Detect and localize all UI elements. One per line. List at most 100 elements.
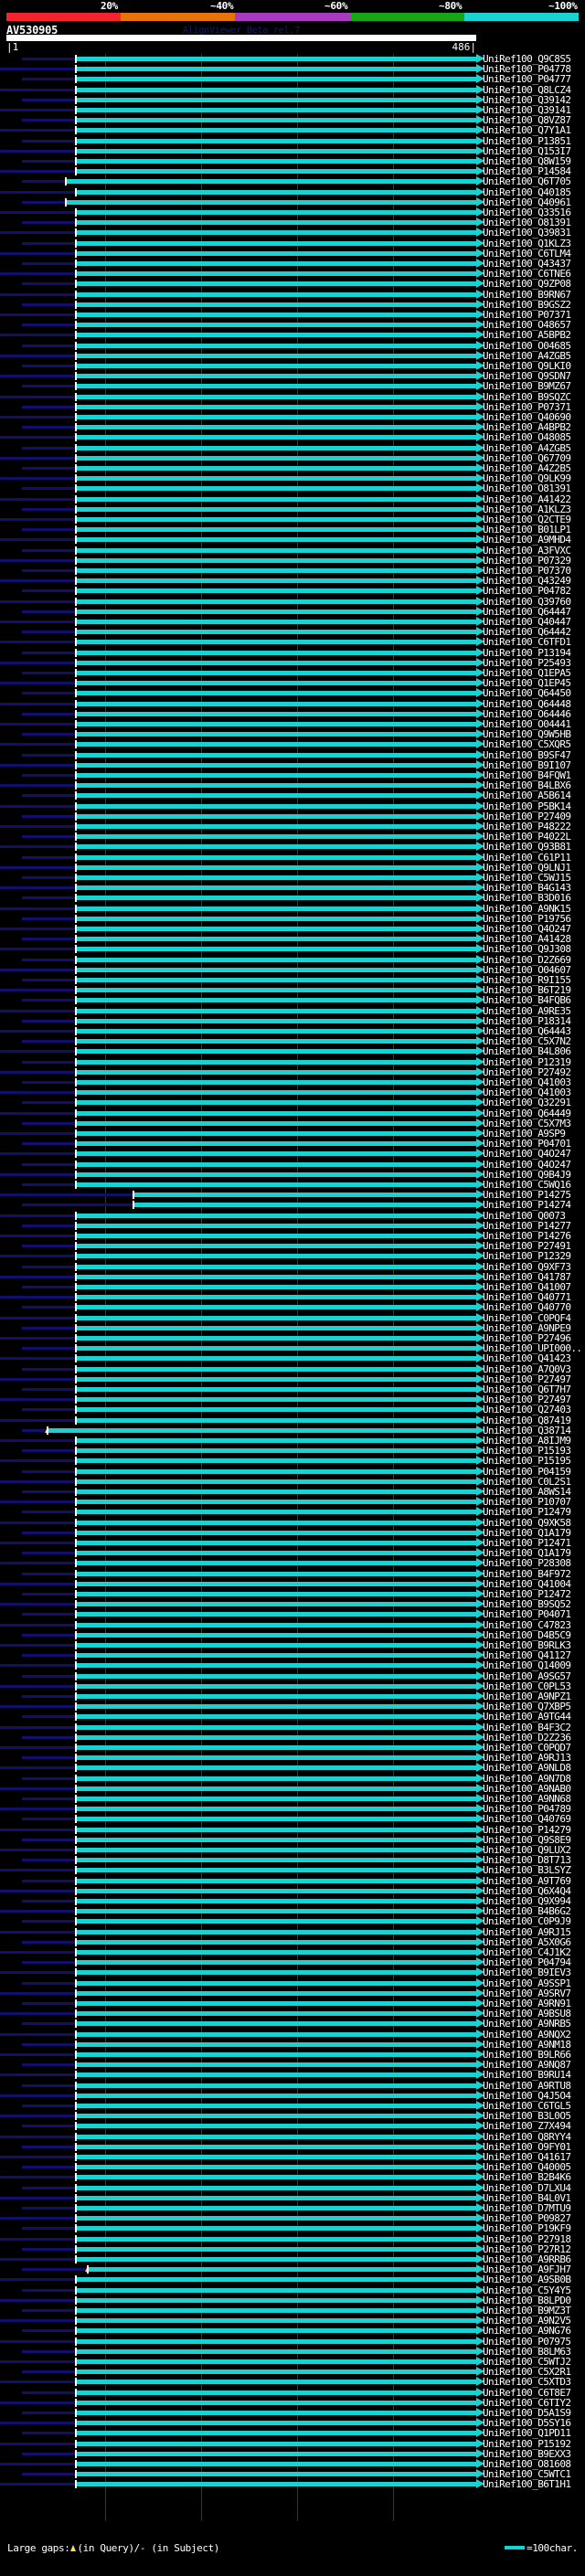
subject-label[interactable]: UniRef100_B9IEV3 — [483, 1966, 571, 1979]
alignment-row[interactable]: UniRef100_B4FQB6 — [0, 995, 585, 1005]
subject-label[interactable]: UniRef100_O48085 — [483, 431, 571, 444]
hsp-bar[interactable] — [76, 701, 476, 706]
hsp-bar[interactable] — [76, 599, 476, 604]
hsp-bar[interactable] — [76, 916, 476, 921]
subject-label[interactable]: UniRef100_C5X7M3 — [483, 1117, 571, 1129]
subject-label[interactable]: UniRef100_Q1A179 — [483, 1526, 571, 1539]
hsp-bar[interactable] — [76, 2175, 476, 2180]
subject-label[interactable]: UniRef100_Q9XK58 — [483, 1516, 571, 1529]
subject-label[interactable]: UniRef100_Q7XBP5 — [483, 1701, 571, 1713]
alignment-row[interactable]: UniRef100_Q4O247 — [0, 1159, 585, 1170]
hsp-bar[interactable] — [76, 87, 476, 92]
alignment-row[interactable]: UniRef100_Q0073 — [0, 1210, 585, 1221]
subject-label[interactable]: UniRef100_C5WQ16 — [483, 1179, 571, 1191]
alignment-row[interactable]: UniRef100_Q32291 — [0, 1097, 585, 1108]
subject-label[interactable]: UniRef100_P48222 — [483, 821, 571, 832]
alignment-row[interactable]: UniRef100_B3L0O5 — [0, 2111, 585, 2121]
hsp-bar[interactable] — [76, 1407, 476, 1413]
alignment-row[interactable]: UniRef100_A9NG76 — [0, 2326, 585, 2336]
subject-label[interactable]: UniRef100_Q39760 — [483, 595, 571, 608]
subject-label[interactable]: UniRef100_B9LR66 — [483, 2049, 571, 2061]
alignment-row[interactable]: UniRef100_Q9C8S5 — [0, 54, 585, 64]
alignment-row[interactable]: UniRef100_A9NRB5 — [0, 2019, 585, 2029]
subject-label[interactable]: UniRef100_D4B5C9 — [483, 1628, 571, 1641]
hsp-bar[interactable] — [76, 2104, 476, 2108]
hsp-bar[interactable] — [76, 988, 476, 993]
subject-label[interactable]: UniRef100_Q41127 — [483, 1649, 571, 1662]
query-bar[interactable] — [6, 35, 476, 41]
hsp-bar[interactable] — [76, 1018, 476, 1023]
alignment-row[interactable]: UniRef100_P12329 — [0, 1251, 585, 1261]
subject-label[interactable]: UniRef100_O9FY01 — [483, 2140, 571, 2153]
hsp-bar[interactable] — [76, 773, 476, 778]
alignment-row[interactable]: UniRef100_Q41007 — [0, 1282, 585, 1292]
hsp-bar[interactable] — [76, 2472, 476, 2477]
alignment-row[interactable]: UniRef100_P07371 — [0, 401, 585, 412]
alignment-row[interactable]: UniRef100_B4LBX6 — [0, 780, 585, 790]
subject-label[interactable]: UniRef100_P04777 — [483, 73, 571, 86]
alignment-row[interactable]: UniRef100_Q40185 — [0, 186, 585, 197]
subject-label[interactable]: UniRef100_B4F972 — [483, 1567, 571, 1580]
subject-label[interactable]: UniRef100_P14279 — [483, 1823, 571, 1836]
alignment-row[interactable]: UniRef100_O04607 — [0, 964, 585, 975]
hsp-bar[interactable] — [76, 1694, 476, 1699]
subject-label[interactable]: UniRef100_C47823 — [483, 1618, 571, 1631]
subject-label[interactable]: UniRef100_Q64449 — [483, 1107, 571, 1119]
subject-label[interactable]: UniRef100_P27491 — [483, 1240, 571, 1253]
hsp-bar[interactable] — [76, 732, 476, 737]
alignment-row[interactable]: UniRef100_C5WTC1 — [0, 2469, 585, 2479]
hsp-bar[interactable] — [76, 1049, 476, 1055]
hsp-bar[interactable] — [76, 793, 476, 799]
alignment-row[interactable]: UniRef100_A9RE35 — [0, 1005, 585, 1016]
alignment-row[interactable]: UniRef100_B3D016 — [0, 893, 585, 903]
subject-label[interactable]: UniRef100_B6T219 — [483, 984, 571, 997]
hsp-bar[interactable] — [76, 1837, 476, 1842]
hsp-bar[interactable] — [76, 2390, 476, 2395]
alignment-row[interactable]: UniRef100_A8WS14 — [0, 1487, 585, 1497]
subject-label[interactable]: UniRef100_P27409 — [483, 810, 571, 822]
subject-label[interactable]: UniRef100_Q8VZ87 — [483, 114, 571, 127]
alignment-row[interactable]: UniRef100_O81391 — [0, 217, 585, 228]
subject-label[interactable]: UniRef100_D7LXU4 — [483, 2181, 571, 2194]
subject-label[interactable]: UniRef100_Q6T705 — [483, 175, 571, 188]
hsp-bar[interactable] — [76, 1786, 476, 1791]
alignment-row[interactable]: UniRef100_Q39831 — [0, 228, 585, 238]
alignment-row[interactable]: UniRef100_Q40690 — [0, 412, 585, 422]
hsp-bar[interactable] — [66, 179, 476, 185]
alignment-row[interactable]: UniRef100_B4FQW1 — [0, 770, 585, 780]
alignment-row[interactable]: UniRef100_Q40961 — [0, 196, 585, 207]
subject-label[interactable]: UniRef100_Q4O247 — [483, 1148, 571, 1161]
subject-label[interactable]: UniRef100_Q40447 — [483, 616, 571, 628]
alignment-row[interactable]: UniRef100_Q153I7 — [0, 144, 585, 157]
alignment-row[interactable]: UniRef100_C5WTJ2 — [0, 2357, 585, 2367]
alignment-row[interactable]: UniRef100_Q1PD11 — [0, 2428, 585, 2438]
subject-label[interactable]: UniRef100_B2B4K6 — [483, 2171, 571, 2184]
alignment-row[interactable]: UniRef100_A9NPZ1 — [0, 1691, 585, 1701]
alignment-row[interactable]: UniRef100_Q9XK58 — [0, 1516, 585, 1529]
hsp-bar[interactable] — [76, 1182, 476, 1187]
alignment-row[interactable]: UniRef100_P04071 — [0, 1609, 585, 1619]
subject-label[interactable]: UniRef100_Q64448 — [483, 697, 571, 710]
subject-label[interactable]: UniRef100_P15193 — [483, 1445, 571, 1458]
hsp-bar[interactable] — [76, 2318, 476, 2324]
alignment-row[interactable]: UniRef100_Q43249 — [0, 576, 585, 586]
alignment-row[interactable]: UniRef100_Q8VZ87 — [0, 115, 585, 125]
hsp-bar[interactable] — [76, 2246, 476, 2252]
alignment-row[interactable]: UniRef100_A5X0G6 — [0, 1936, 585, 1947]
alignment-row[interactable]: UniRef100_P04777 — [0, 74, 585, 84]
subject-label[interactable]: UniRef100_A9RJ15 — [483, 1925, 571, 1938]
hsp-bar[interactable] — [76, 1090, 476, 1096]
subject-label[interactable]: UniRef100_Q153I7 — [483, 144, 571, 157]
hsp-bar[interactable] — [76, 1868, 476, 1873]
alignment-row[interactable]: UniRef100_A7Q0V3 — [0, 1363, 585, 1374]
alignment-row[interactable]: UniRef100_A9NAB0 — [0, 1783, 585, 1794]
subject-label[interactable]: UniRef100_B01LP1 — [483, 524, 571, 536]
subject-label[interactable]: UniRef100_P27496 — [483, 1332, 571, 1344]
alignment-row[interactable]: UniRef100_C5XTD3 — [0, 2377, 585, 2387]
hsp-bar[interactable] — [76, 1807, 476, 1812]
subject-label[interactable]: UniRef100_P10707 — [483, 1496, 571, 1509]
subject-label[interactable]: UniRef100_C6TFD1 — [483, 636, 571, 649]
hsp-bar[interactable] — [76, 343, 476, 348]
hsp-bar[interactable] — [76, 2072, 476, 2078]
hsp-bar[interactable] — [76, 1100, 476, 1106]
